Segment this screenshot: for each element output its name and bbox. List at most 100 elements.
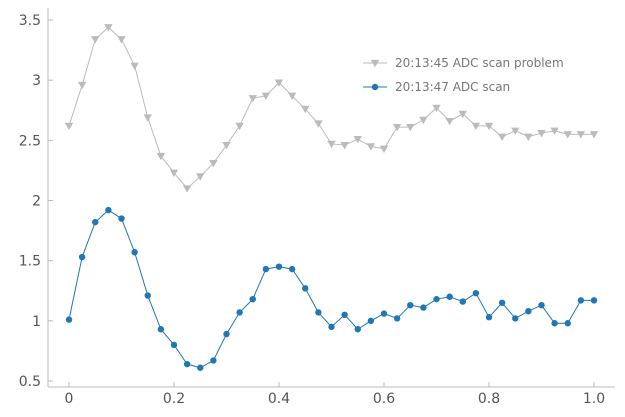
data-point xyxy=(222,142,231,150)
data-point xyxy=(197,364,204,371)
data-point xyxy=(563,131,572,139)
data-point xyxy=(209,160,218,168)
data-point xyxy=(105,206,112,214)
data-point xyxy=(392,123,402,132)
data-point xyxy=(77,81,87,90)
data-point xyxy=(550,127,559,135)
legend-label: 20:13:45 ADC scan problem xyxy=(395,56,564,70)
data-point xyxy=(144,292,151,299)
legend-marker xyxy=(371,83,379,91)
data-point xyxy=(576,131,586,139)
data-point xyxy=(471,122,481,131)
data-point xyxy=(340,142,349,150)
data-point xyxy=(393,315,401,322)
data-point xyxy=(274,79,284,87)
x-tick-label: 1.0 xyxy=(583,391,605,407)
data-point xyxy=(512,315,519,322)
data-point xyxy=(525,308,532,315)
data-point xyxy=(433,295,440,303)
data-point xyxy=(459,298,466,305)
data-point xyxy=(497,133,507,141)
y-tick-label: 3 xyxy=(32,73,41,89)
data-point xyxy=(287,92,297,101)
legend: 20:13:45 ADC scan problem 20:13:47 ADC sc… xyxy=(363,56,564,94)
data-point xyxy=(353,135,362,144)
data-point xyxy=(485,314,493,321)
data-point xyxy=(472,289,480,297)
data-point xyxy=(420,304,427,311)
data-point xyxy=(131,249,138,256)
legend-entry: 20:13:45 ADC scan problem xyxy=(363,56,564,70)
data-point xyxy=(91,36,100,44)
data-point xyxy=(577,297,585,304)
data-point xyxy=(156,152,166,161)
series-1 xyxy=(65,206,598,371)
data-point xyxy=(524,133,533,141)
data-point xyxy=(511,127,520,135)
data-point xyxy=(78,253,86,261)
data-point xyxy=(169,169,179,178)
data-point xyxy=(445,117,454,126)
data-point xyxy=(143,114,152,122)
data-point xyxy=(235,122,244,131)
data-point xyxy=(419,116,428,125)
data-point xyxy=(446,293,453,300)
data-point xyxy=(341,311,348,319)
plot-area xyxy=(64,24,599,371)
x-tick-label: 0.2 xyxy=(163,391,185,407)
data-point xyxy=(589,131,599,139)
data-point xyxy=(590,297,598,304)
data-point xyxy=(65,316,73,323)
legend-entry: 20:13:47 ADC scan xyxy=(363,80,510,94)
x-tick-label: 0 xyxy=(65,391,74,407)
data-point xyxy=(130,62,139,70)
data-point xyxy=(537,129,546,138)
data-point xyxy=(367,317,375,325)
data-point xyxy=(314,120,323,128)
y-tick-label: 1.5 xyxy=(19,254,41,270)
data-point xyxy=(92,218,99,226)
x-tick-label: 0.6 xyxy=(373,391,395,407)
series-0 xyxy=(64,24,599,193)
data-point xyxy=(380,310,388,317)
data-point xyxy=(484,122,494,131)
data-point xyxy=(328,323,335,331)
data-point xyxy=(498,299,506,306)
data-point xyxy=(275,263,283,270)
data-point xyxy=(354,326,361,333)
data-point xyxy=(551,320,558,327)
x-tick-label: 0.4 xyxy=(268,391,290,407)
data-point xyxy=(406,123,415,132)
data-point xyxy=(183,360,191,368)
data-point xyxy=(327,140,336,149)
data-point xyxy=(301,105,310,114)
data-point xyxy=(196,173,205,181)
data-point xyxy=(564,320,571,327)
data-point xyxy=(170,341,178,349)
data-point xyxy=(262,265,270,273)
x-tick-label: 0.8 xyxy=(478,391,500,407)
legend-marker xyxy=(370,59,380,68)
axes: 0.5 1 1.5 2 2.5 3 3.5 0 0.2 0.4 0.6 0.8 1.0 xyxy=(19,8,615,407)
y-tick-label: 0.5 xyxy=(19,374,41,390)
data-point xyxy=(379,145,389,153)
data-point xyxy=(261,92,271,101)
y-tick-label: 3.5 xyxy=(19,13,41,29)
y-tick-label: 2 xyxy=(32,194,41,210)
y-tick-label: 1 xyxy=(32,314,41,330)
y-tick-label: 2.5 xyxy=(19,133,41,149)
data-point xyxy=(302,285,309,292)
data-point xyxy=(118,215,125,222)
series-line xyxy=(68,26,594,190)
data-point xyxy=(104,24,113,32)
data-point xyxy=(236,309,243,316)
data-point xyxy=(64,122,74,131)
data-point xyxy=(249,295,256,303)
legend-label: 20:13:47 ADC scan xyxy=(395,80,510,94)
data-point xyxy=(538,301,545,309)
data-point xyxy=(248,95,257,103)
data-point xyxy=(288,265,296,273)
data-point xyxy=(407,301,414,309)
series-line xyxy=(68,209,594,369)
